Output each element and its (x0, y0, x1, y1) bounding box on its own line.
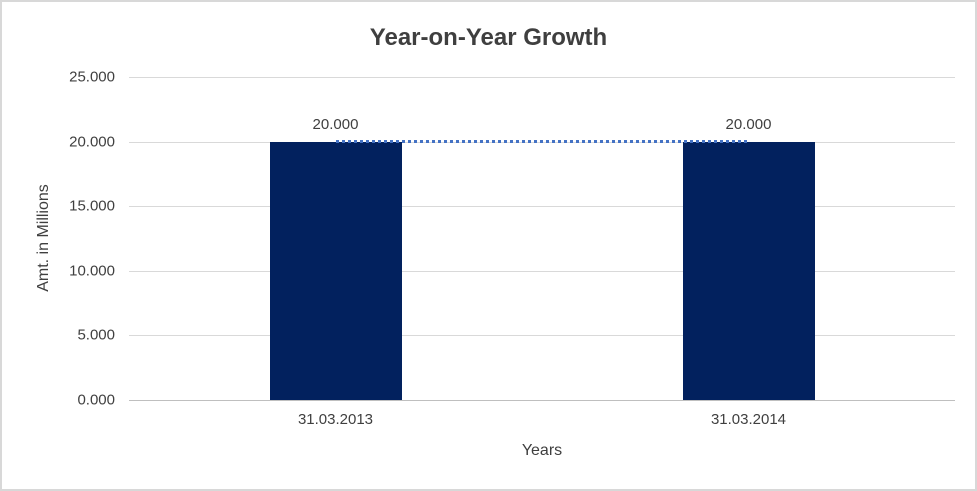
x-tick-label: 31.03.2014 (710, 411, 787, 428)
y-tick-label: 5.000 (77, 326, 115, 344)
gridline (129, 335, 955, 337)
x-axis-line (129, 400, 955, 401)
bar[interactable] (269, 141, 402, 400)
plot-area: 20.000 20.000 (129, 77, 955, 401)
y-tick-label: 15.000 (69, 197, 115, 215)
y-tick-label: 25.000 (69, 68, 115, 86)
y-tick-label: 10.000 (69, 262, 115, 280)
gridline (129, 77, 955, 78)
x-axis-labels: 31.03.2013 31.03.2014 (129, 411, 955, 431)
y-tick-label: 20.000 (69, 133, 115, 151)
bar-data-label: 20.000 (725, 115, 772, 133)
dotted-connector-line[interactable] (335, 139, 749, 143)
bar[interactable] (682, 141, 815, 400)
gridline (129, 270, 955, 272)
y-axis-labels: 25.000 20.000 15.000 10.000 5.000 0.000 (2, 69, 115, 409)
gridline (129, 206, 955, 208)
x-tick-label: 31.03.2013 (297, 411, 374, 428)
bar-data-label: 20.000 (312, 115, 359, 133)
y-tick-label: 0.000 (77, 391, 115, 409)
chart-title: Year-on-Year Growth (369, 24, 608, 51)
x-axis-title: Years (521, 442, 563, 459)
